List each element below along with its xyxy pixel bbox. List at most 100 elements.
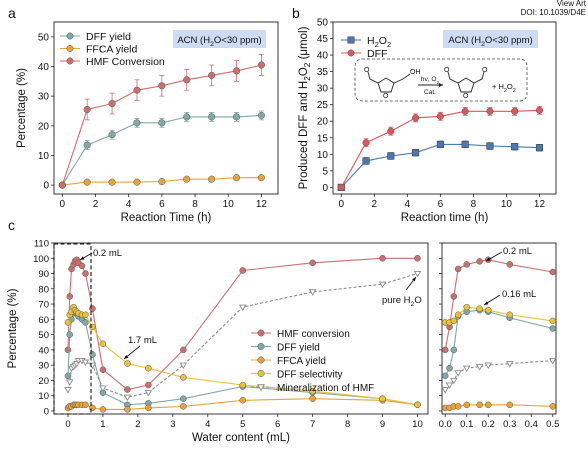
x-tick-label: 0 <box>60 199 66 210</box>
legend-marker <box>257 343 265 350</box>
reaction-condition: hν, O2 <box>421 76 440 85</box>
data-point <box>484 401 492 409</box>
highlight-box <box>53 243 92 415</box>
data-point <box>475 364 484 371</box>
data-point <box>89 404 96 412</box>
x-tick-label: 2 <box>135 419 140 430</box>
data-point <box>64 372 72 380</box>
x-tick-label: 0.1 <box>460 419 473 430</box>
x-tick-label: 8 <box>471 199 477 210</box>
legend-label: DFF selectivity <box>277 370 343 381</box>
series-line <box>67 257 418 391</box>
series-line <box>444 259 553 351</box>
data-point <box>387 127 395 135</box>
data-point <box>82 319 89 326</box>
data-point <box>83 178 91 186</box>
panel-a-letter: a <box>8 5 16 21</box>
legend-marker <box>66 45 74 52</box>
ring-oxygen: O <box>463 93 469 100</box>
y-tick-label: 10 <box>317 150 329 161</box>
data-point <box>476 305 483 312</box>
reaction-byproduct: + H2O2 <box>492 82 516 94</box>
y-tick-label: 35 <box>317 67 329 78</box>
x-tick-label: 9 <box>380 419 385 430</box>
data-point <box>511 107 519 115</box>
y-tick-label: 70 <box>38 300 49 311</box>
data-point <box>124 360 131 367</box>
x-tick-label: 7 <box>310 419 315 430</box>
panel-a: 0 2 4 6 8 10 12 0 10 20 30 40 50 Reaction Time (h) Per… <box>16 21 279 224</box>
legend-label: HMF conversion <box>277 329 350 340</box>
data-point <box>158 177 166 186</box>
scheme-box <box>354 58 528 102</box>
series-line <box>444 360 553 390</box>
data-point <box>461 107 469 115</box>
condition-badge <box>443 30 538 48</box>
x-tick-label: 10 <box>501 199 513 210</box>
y-tick-label: 60 <box>38 315 49 326</box>
data-point <box>549 325 557 332</box>
y-tick-label: 30 <box>38 92 50 103</box>
legend-marker <box>66 57 74 65</box>
aldehyde-oxygen: O <box>482 67 488 74</box>
y-tick-label: 30 <box>317 84 329 95</box>
data-point <box>158 82 166 90</box>
data-point <box>239 381 246 389</box>
data-point <box>145 381 152 389</box>
data-point <box>506 261 514 268</box>
y-tick-label: 100 <box>33 254 49 265</box>
y-tick-label: 40 <box>317 51 329 62</box>
y-axis-label: Percentage (%) <box>7 288 19 368</box>
data-point <box>89 305 96 312</box>
data-point <box>208 175 216 183</box>
data-point <box>83 141 91 149</box>
data-point <box>454 403 462 410</box>
x-tick-label: 4 <box>405 199 411 210</box>
data-point <box>239 397 246 404</box>
data-point <box>99 406 107 413</box>
data-point <box>506 401 514 409</box>
annotation-pure-water: pure H2O <box>382 295 422 308</box>
data-point <box>89 323 96 331</box>
legend-marker <box>257 356 265 364</box>
data-point <box>124 406 131 413</box>
data-point <box>436 112 444 120</box>
data-point <box>450 377 458 385</box>
data-point <box>505 361 514 368</box>
y-tick-label: 110 <box>34 239 49 250</box>
condition-badge-text: ACN (H2O<30 ppm) <box>448 35 532 48</box>
series-ffca-yield <box>441 401 557 412</box>
x-tick-label: 3 <box>170 419 175 430</box>
data-point <box>309 395 316 402</box>
data-point <box>549 317 557 325</box>
y-tick-label: 50 <box>38 330 49 341</box>
data-point <box>208 113 216 121</box>
data-point <box>144 390 153 397</box>
data-point <box>441 346 449 354</box>
y-tick-label: 50 <box>38 32 50 43</box>
data-point <box>180 346 187 354</box>
data-point <box>145 364 152 372</box>
condition-badge <box>173 30 266 48</box>
aldehyde-bond <box>447 71 459 84</box>
panel-b: 0 2 4 6 8 10 12 0 5 10 15 20 25 30 35 40 45 50 Reaction ti… <box>298 18 557 224</box>
data-point <box>309 387 316 395</box>
x-tick-label: 0.0 <box>439 419 452 430</box>
data-point <box>158 119 166 127</box>
y-tick-label: 90 <box>38 269 49 280</box>
x-tick-label: 1 <box>100 419 105 430</box>
annotation-arrow-head <box>412 277 416 282</box>
y-tick-label: 20 <box>38 121 50 132</box>
x-tick-label: 12 <box>534 199 546 210</box>
annotation-right-0-2ml: 0.2 mL <box>503 246 532 257</box>
hmf-molecule: O O OH <box>364 67 421 100</box>
y-tick-label: 10 <box>38 391 49 402</box>
series-dff-selectivity <box>441 303 557 326</box>
data-point <box>232 67 241 75</box>
x-axis-label: Reaction Time (h) <box>121 212 212 224</box>
series-dff <box>337 105 544 191</box>
x-tick-label: 10 <box>223 199 235 210</box>
series-line <box>444 309 553 377</box>
annotations: 0.2 mL 1.7 mL pure H2O 0.2 mL 0.16 mL <box>79 246 536 360</box>
data-point <box>124 386 131 393</box>
